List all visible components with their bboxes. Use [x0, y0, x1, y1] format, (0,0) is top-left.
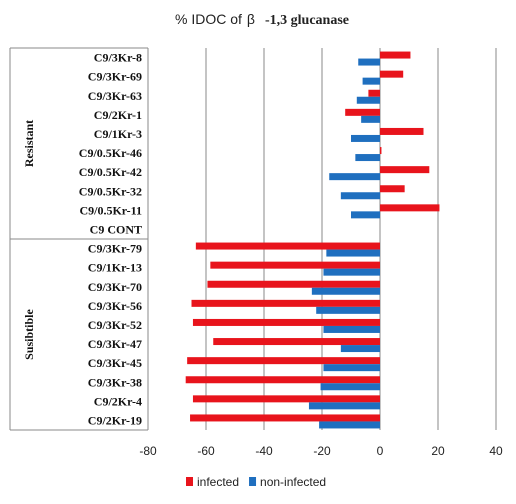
bar-non-infected — [308, 402, 380, 410]
axes — [9, 47, 381, 431]
category-label: C9/1Kr-13 — [88, 261, 142, 275]
bar-infected — [207, 280, 380, 288]
bar-infected — [210, 261, 380, 269]
category-label: C9 CONT — [90, 222, 142, 236]
bar-non-infected — [355, 154, 380, 162]
category-label: C9/0.5Kr-46 — [79, 146, 142, 160]
group-labels: Resistant Susibtible — [22, 120, 36, 360]
category-label: C9/3Kr-79 — [88, 242, 142, 256]
category-label: C9/3Kr-45 — [88, 356, 142, 370]
bar-infected — [380, 204, 440, 212]
x-tick-label: -60 — [197, 444, 215, 458]
category-label: C9/3Kr-63 — [88, 89, 142, 103]
category-labels: C9/3Kr-8 C9/3Kr-69 C9/3Kr-63 C9/2Kr-1 C9/1Kr… — [79, 51, 142, 428]
legend: infected non-infected — [186, 475, 326, 489]
category-label: C9/0.5Kr-42 — [79, 165, 142, 179]
x-tick-label: 0 — [377, 444, 384, 458]
bar-infected — [191, 299, 380, 307]
bar-infected — [185, 376, 380, 384]
bar-infected — [380, 147, 382, 155]
group-label: Susibtible — [22, 308, 36, 359]
bar-non-infected — [340, 345, 380, 353]
category-label: C9/2Kr-19 — [88, 413, 142, 427]
legend-swatch — [249, 477, 257, 486]
bar-non-infected — [351, 134, 380, 142]
bar-infected — [187, 357, 380, 365]
chart-title: % IDOC of β -1,3 glucanase — [175, 11, 349, 28]
bar-infected — [368, 89, 380, 97]
bar-non-infected — [323, 268, 380, 276]
bar-non-infected — [316, 306, 380, 314]
bar-non-infected — [319, 421, 380, 429]
x-tick-label: 20 — [431, 444, 445, 458]
category-label: C9/3Kr-38 — [88, 375, 142, 389]
category-label: C9/0.5Kr-11 — [79, 203, 142, 217]
legend-swatch — [186, 477, 193, 486]
bar-non-infected — [340, 192, 380, 200]
group-label: Resistant — [22, 120, 36, 167]
x-tick-label: -20 — [313, 444, 331, 458]
bar-infected — [380, 166, 430, 174]
bar-infected — [192, 318, 380, 326]
bar-non-infected — [311, 287, 380, 295]
category-label: C9/2Kr-1 — [94, 108, 142, 122]
gridlines — [147, 48, 497, 430]
category-label: C9/2Kr-4 — [94, 394, 142, 408]
x-tick-label: 40 — [489, 444, 503, 458]
bars — [185, 51, 440, 429]
bar-non-infected — [356, 96, 380, 104]
category-label: C9/1Kr-3 — [94, 127, 142, 141]
legend-label: infected — [197, 475, 239, 489]
x-tick-label: -80 — [139, 444, 157, 458]
x-tick-labels: -80 -60 -40 -20 0 20 40 — [139, 444, 503, 458]
bar-non-infected — [323, 325, 380, 333]
category-label: C9/3Kr-70 — [88, 280, 142, 294]
bar-infected — [345, 108, 380, 116]
bar-non-infected — [361, 115, 380, 123]
legend-label: non-infected — [260, 475, 326, 489]
bar-infected — [380, 51, 411, 59]
bar-infected — [380, 127, 424, 135]
x-tick-label: -40 — [255, 444, 273, 458]
bar-infected — [380, 185, 405, 193]
bar-infected — [195, 242, 380, 250]
chart-title-suffix: -1,3 glucanase — [265, 13, 349, 28]
bar-infected — [190, 414, 380, 422]
bar-non-infected — [326, 249, 380, 257]
category-label: C9/3Kr-52 — [88, 318, 142, 332]
chart-title-prefix: % IDOC of — [175, 11, 242, 27]
bar-non-infected — [329, 173, 380, 181]
bar-non-infected — [351, 211, 380, 219]
bar-infected — [192, 395, 380, 403]
bar-non-infected — [320, 383, 380, 391]
bar-infected — [380, 70, 404, 78]
category-label: C9/3Kr-8 — [94, 51, 142, 65]
category-label: C9/0.5Kr-32 — [79, 184, 142, 198]
chart-title-symbol: β — [247, 11, 255, 27]
bar-non-infected — [362, 77, 380, 85]
bar-non-infected — [358, 58, 380, 66]
bar-non-infected — [323, 364, 380, 372]
bar-infected — [213, 338, 380, 346]
category-label: C9/3Kr-56 — [88, 299, 142, 313]
category-label: C9/3Kr-47 — [88, 337, 142, 351]
category-label: C9/3Kr-69 — [88, 70, 142, 84]
